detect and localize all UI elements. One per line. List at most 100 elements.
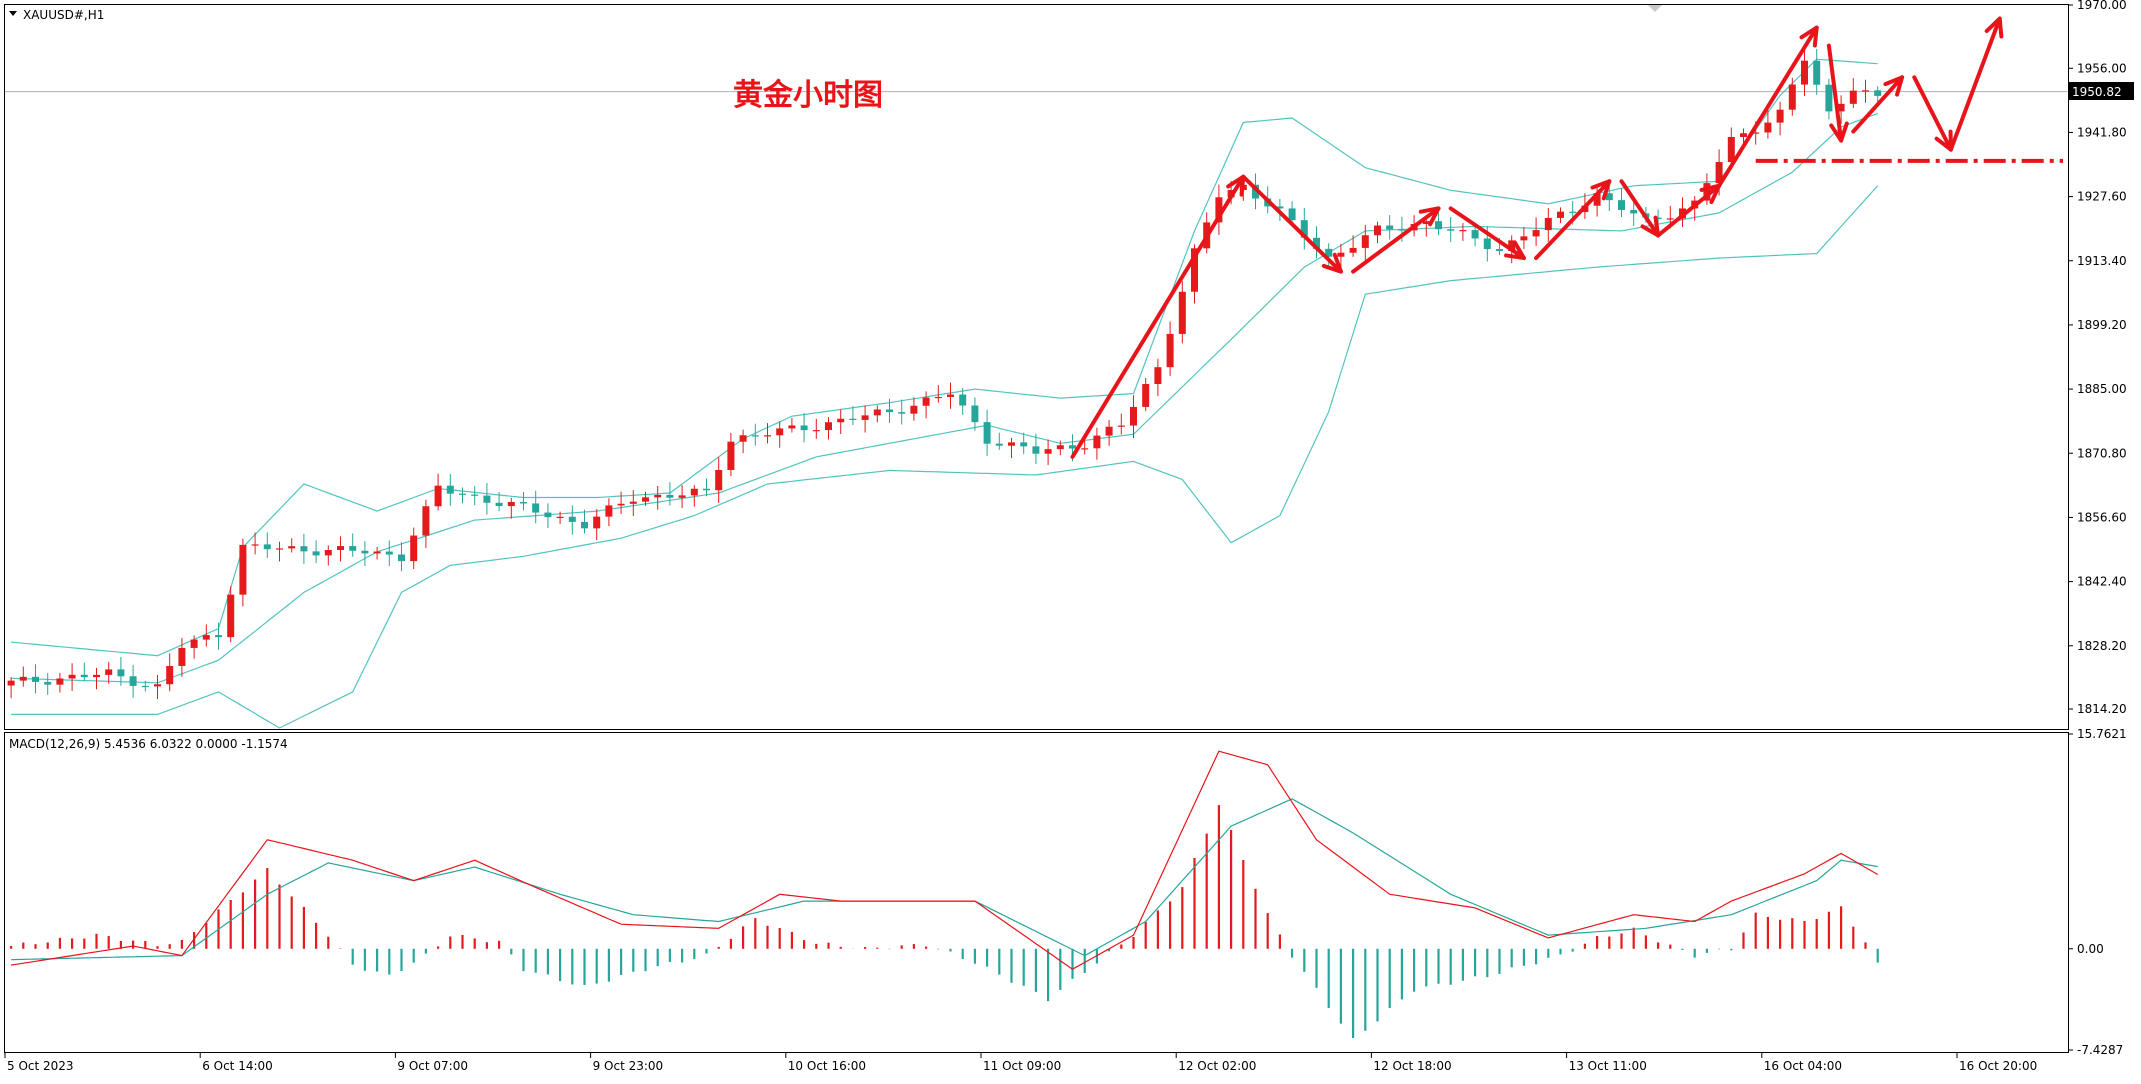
candle-body (947, 394, 954, 397)
price-tick-label: 1828.20 (2077, 639, 2127, 653)
candle-body (1666, 218, 1674, 220)
candle-body (581, 521, 588, 529)
candle-body (117, 669, 125, 677)
candle-body (495, 502, 503, 507)
candle-body (1569, 211, 1577, 213)
candle-body (983, 422, 991, 444)
trend-arrow-head (1799, 25, 1819, 48)
candle-body (544, 512, 552, 518)
candle-body (459, 493, 466, 495)
candle (1361, 224, 1369, 261)
trend-arrow-head (1321, 252, 1343, 274)
trend-arrow-head (1504, 240, 1526, 261)
candle-body (1825, 84, 1833, 112)
trend-arrow-head (1829, 121, 1849, 143)
candle (93, 667, 100, 690)
candle-body (654, 494, 662, 498)
band-middle (11, 112, 1878, 684)
symbol-title: XAUUSD#,H1 (23, 8, 104, 22)
trend-arrow-head (1590, 179, 1612, 201)
candle-body (666, 494, 674, 498)
candle (19, 666, 27, 687)
candle-body (1435, 221, 1442, 230)
candle (80, 662, 88, 682)
candle (288, 538, 296, 553)
candle (1459, 223, 1467, 241)
candle-body (446, 485, 454, 494)
candle-body (1520, 236, 1528, 241)
candle (873, 405, 881, 423)
candle-body (56, 678, 64, 685)
chart-menu-triangle-icon[interactable] (9, 11, 17, 16)
price-tick-label: 1842.40 (2077, 575, 2127, 589)
candle (410, 527, 418, 569)
candle-body (1764, 122, 1772, 133)
trend-arrow-line (1448, 206, 1526, 261)
candle (666, 482, 674, 506)
trend-arrow (1351, 206, 1441, 274)
candle (1520, 227, 1528, 250)
candle-body (7, 680, 15, 686)
candle-body (812, 430, 820, 432)
chart-title-annotation: 黄金小时图 (733, 78, 883, 113)
time-tick-label: 5 Oct 2023 (7, 1059, 74, 1073)
candle-body (568, 516, 576, 522)
candle (471, 486, 479, 506)
candle-body (1557, 211, 1564, 218)
candle (1605, 187, 1613, 211)
trend-arrow-line (1619, 179, 1661, 238)
price-tick-label: 1885.00 (2077, 382, 2127, 396)
candle (605, 498, 613, 527)
candle-body (788, 425, 796, 429)
candle-body (422, 506, 430, 536)
candle-body (215, 635, 222, 638)
candle (1349, 235, 1357, 257)
candle (642, 491, 649, 506)
candle (239, 538, 247, 607)
candle (520, 491, 527, 511)
candle (349, 533, 357, 557)
candle-body (385, 551, 393, 555)
trend-arrow (1241, 174, 1343, 274)
candle-body (434, 485, 442, 507)
candle-body (1178, 291, 1186, 334)
candle (385, 540, 393, 566)
candle-body (727, 441, 735, 470)
candle-body (1874, 90, 1882, 96)
candle-body (1630, 209, 1638, 214)
price-tick-label: 1927.60 (2077, 190, 2127, 204)
candle-body (1215, 197, 1223, 223)
candle (361, 541, 369, 567)
candle-body (1252, 184, 1259, 199)
candle-body (1032, 446, 1040, 454)
candle-body (324, 550, 332, 556)
candle-body (1105, 426, 1113, 436)
candle-body (483, 495, 491, 503)
candle-body (922, 397, 930, 406)
candle-body (1471, 230, 1479, 239)
candle-body (739, 435, 747, 442)
candle (971, 397, 979, 431)
candle-body (1191, 248, 1198, 292)
candle (544, 503, 552, 528)
price-tick-label: 1913.40 (2077, 254, 2127, 268)
candle (1093, 427, 1101, 460)
candle (507, 497, 515, 519)
candle-body (1337, 252, 1345, 257)
candle-body (1703, 183, 1711, 201)
time-tick-label: 10 Oct 16:00 (788, 1059, 866, 1073)
candle-body (1776, 109, 1784, 123)
candle (1020, 432, 1028, 455)
candle (154, 674, 161, 699)
chart-shift-marker-icon[interactable] (1648, 5, 1662, 12)
candle-body (1727, 137, 1735, 163)
candle (117, 657, 125, 686)
candle-body (776, 428, 784, 436)
trend-arrow-line (1826, 43, 1844, 143)
candle (32, 664, 39, 694)
candle (532, 490, 540, 524)
candle (129, 665, 137, 698)
candle-body (617, 503, 625, 506)
